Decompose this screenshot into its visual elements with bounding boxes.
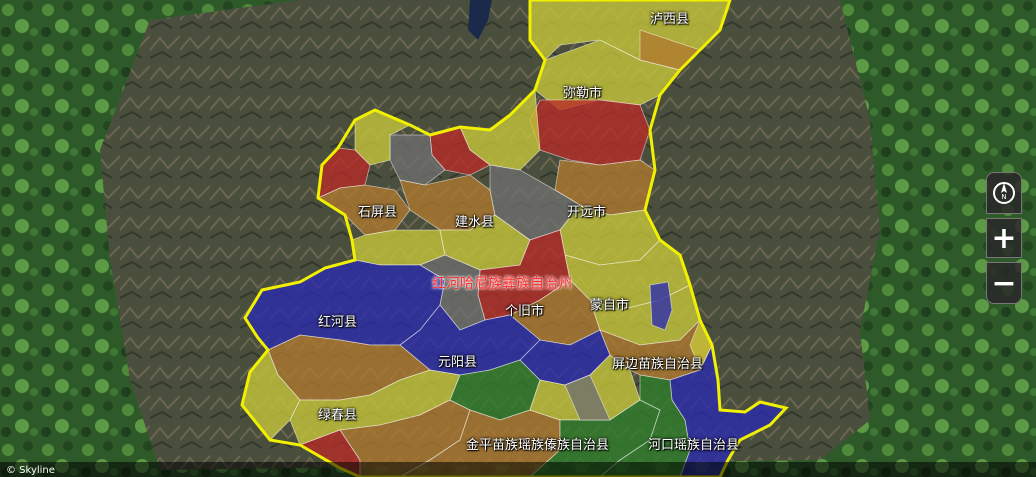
county-region[interactable] — [389, 134, 446, 186]
zoom-out-button[interactable]: − — [986, 262, 1022, 304]
county-region[interactable] — [599, 374, 691, 477]
prefecture-boundary — [240, 0, 789, 477]
county-regions — [241, 0, 787, 477]
county-region[interactable] — [564, 374, 611, 421]
attribution-text[interactable]: © Skyline — [6, 465, 55, 476]
bottom-bar — [0, 462, 1036, 477]
county-region[interactable] — [351, 229, 446, 266]
compass-icon: N — [993, 182, 1015, 204]
county-region[interactable] — [649, 281, 673, 331]
zoom-in-button[interactable]: + — [986, 218, 1022, 258]
compass-button[interactable]: N — [986, 172, 1022, 214]
lake — [468, 0, 492, 40]
svg-text:N: N — [1001, 193, 1006, 201]
